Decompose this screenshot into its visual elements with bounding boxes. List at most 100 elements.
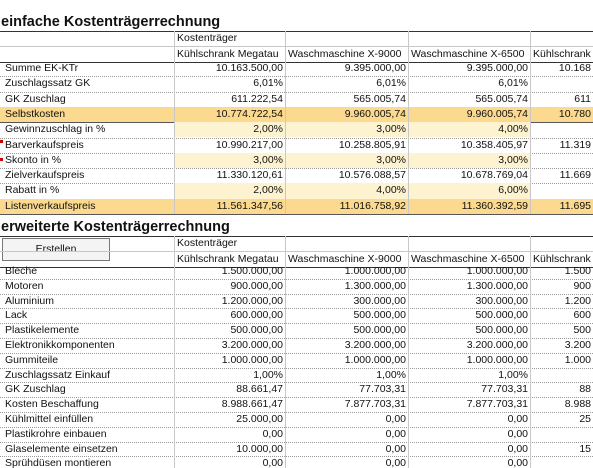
cell-value: 11.561.347,56 bbox=[216, 199, 283, 212]
row-label: Zuschlagssatz Einkauf bbox=[5, 368, 111, 381]
row-label: Kosten Beschaffung bbox=[5, 398, 99, 411]
cell-value: 15 bbox=[579, 442, 591, 455]
row-label: Lack bbox=[5, 309, 28, 322]
cell-value: 8.988 bbox=[564, 398, 591, 411]
cell-value bbox=[530, 427, 593, 442]
grid-line bbox=[0, 441, 593, 443]
cell-value[interactable] bbox=[530, 183, 593, 198]
cell-value: 11.319 bbox=[559, 138, 591, 151]
cell-value: 0,00 bbox=[507, 457, 528, 468]
column-header: Waschmaschine X-9000 bbox=[288, 253, 402, 265]
column-header: Kühlschrank bbox=[533, 253, 591, 265]
column-header: Waschmaschine X-6500 bbox=[411, 48, 525, 60]
error-marker bbox=[0, 158, 3, 161]
cell-value: 1.200 bbox=[564, 294, 591, 307]
row-label: Elektronikkomponenten bbox=[5, 339, 115, 351]
input-cell bbox=[285, 122, 408, 138]
cell-value: 10.258.805,91 bbox=[338, 138, 406, 151]
grid-line bbox=[0, 426, 593, 428]
cell-value: 500.000,00 bbox=[353, 309, 406, 322]
grid-line bbox=[530, 31, 531, 214]
grid-line bbox=[0, 46, 593, 47]
row-label: Bleche bbox=[5, 265, 38, 277]
grid-line bbox=[0, 382, 593, 384]
input-cell bbox=[408, 152, 530, 169]
cell-value: 0,00 bbox=[385, 413, 406, 425]
cell-value: 10.780 bbox=[558, 107, 591, 120]
cell-value: 1.500 bbox=[564, 265, 591, 277]
row-label: Motoren bbox=[5, 279, 44, 292]
cell-value: 565.005,74 bbox=[353, 92, 406, 105]
cell-value[interactable] bbox=[530, 122, 593, 137]
cell-value: 88.661,47 bbox=[236, 383, 283, 396]
row-label: Glaselemente einsetzen bbox=[5, 442, 118, 455]
cell-value[interactable]: 6,00% bbox=[498, 184, 528, 197]
cell-value: 1.000.000,00 bbox=[344, 265, 406, 277]
cell-value bbox=[530, 456, 593, 468]
cell-value: 1,00% bbox=[253, 368, 283, 381]
cell-value: 900.000,00 bbox=[230, 279, 283, 292]
row-label: Listenverkaufspreis bbox=[5, 199, 96, 212]
cell-value: 1.300.000,00 bbox=[344, 279, 406, 292]
highlight-row bbox=[0, 198, 593, 214]
cell-value: 10.678.769,04 bbox=[460, 169, 528, 182]
grid-line bbox=[0, 397, 593, 399]
cell-value: 1.000.000,00 bbox=[466, 265, 528, 277]
cell-value: 6,01% bbox=[253, 77, 283, 90]
cell-value: 611 bbox=[574, 92, 591, 105]
cell-value: 600.000,00 bbox=[230, 309, 283, 322]
row-label: Zielverkaufspreis bbox=[5, 169, 85, 182]
grid-line bbox=[0, 352, 593, 354]
row-label: Selbstkosten bbox=[5, 107, 66, 120]
row-label: Gummiteile bbox=[5, 353, 59, 366]
cell-value: 3.200.000,00 bbox=[221, 339, 283, 351]
cell-value: 10.000,00 bbox=[236, 442, 283, 455]
grid-line bbox=[0, 412, 593, 413]
cell-value[interactable]: 2,00% bbox=[253, 184, 283, 197]
cell-value: 0,00 bbox=[385, 457, 406, 468]
grid-line bbox=[0, 62, 593, 63]
grid-line bbox=[0, 456, 593, 458]
cell-value: 3.200 bbox=[564, 339, 591, 351]
cell-value[interactable]: 3,00% bbox=[376, 153, 406, 166]
row-label: Rabatt in % bbox=[5, 184, 60, 197]
create-button[interactable]: Erstellen bbox=[2, 238, 110, 261]
cell-value: 3.200.000,00 bbox=[344, 339, 406, 351]
cell-value: 9.395.000,00 bbox=[344, 62, 406, 74]
cell-value: 9.960.005,74 bbox=[466, 107, 528, 120]
cell-value: 1.500.000,00 bbox=[221, 265, 283, 277]
cell-value: 77.703,31 bbox=[359, 383, 406, 396]
cell-value: 6,01% bbox=[376, 77, 406, 90]
cell-value[interactable]: 3,00% bbox=[253, 153, 283, 166]
column-header: Waschmaschine X-9000 bbox=[288, 48, 402, 60]
cell-value: 6,01% bbox=[498, 77, 528, 90]
cell-value: 11.669 bbox=[559, 169, 591, 182]
cell-value[interactable]: 4,00% bbox=[498, 123, 528, 136]
grid-line bbox=[408, 236, 409, 468]
cell-value[interactable]: 4,00% bbox=[376, 184, 406, 197]
cell-value: 0,00 bbox=[507, 442, 528, 455]
cell-value bbox=[530, 368, 593, 383]
cell-value[interactable]: 3,00% bbox=[376, 123, 406, 136]
row-label: Sprühdüsen montieren bbox=[5, 457, 112, 468]
cell-value: 10.163.500,00 bbox=[215, 62, 283, 74]
cell-value: 25 bbox=[579, 413, 591, 425]
cell-value: 300.000,00 bbox=[475, 294, 528, 307]
cell-value[interactable] bbox=[530, 153, 593, 168]
input-cell bbox=[408, 122, 530, 138]
grid-line bbox=[0, 236, 593, 237]
cell-value: 500.000,00 bbox=[475, 309, 528, 322]
cell-value: 11.360.392,59 bbox=[461, 199, 528, 212]
grid-line bbox=[285, 236, 286, 468]
input-cell bbox=[285, 152, 408, 169]
error-marker bbox=[0, 140, 3, 143]
column-header: Waschmaschine X-6500 bbox=[411, 253, 525, 265]
grid-line bbox=[174, 236, 175, 468]
cell-value[interactable]: 3,00% bbox=[498, 153, 528, 166]
highlight-row bbox=[0, 106, 593, 123]
grid-line bbox=[0, 367, 593, 369]
grid-line bbox=[0, 293, 593, 295]
cell-value: 1.000 bbox=[564, 353, 591, 366]
cell-value[interactable]: 2,00% bbox=[253, 123, 283, 136]
